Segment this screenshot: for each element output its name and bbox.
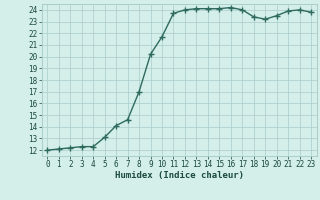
X-axis label: Humidex (Indice chaleur): Humidex (Indice chaleur) [115,171,244,180]
